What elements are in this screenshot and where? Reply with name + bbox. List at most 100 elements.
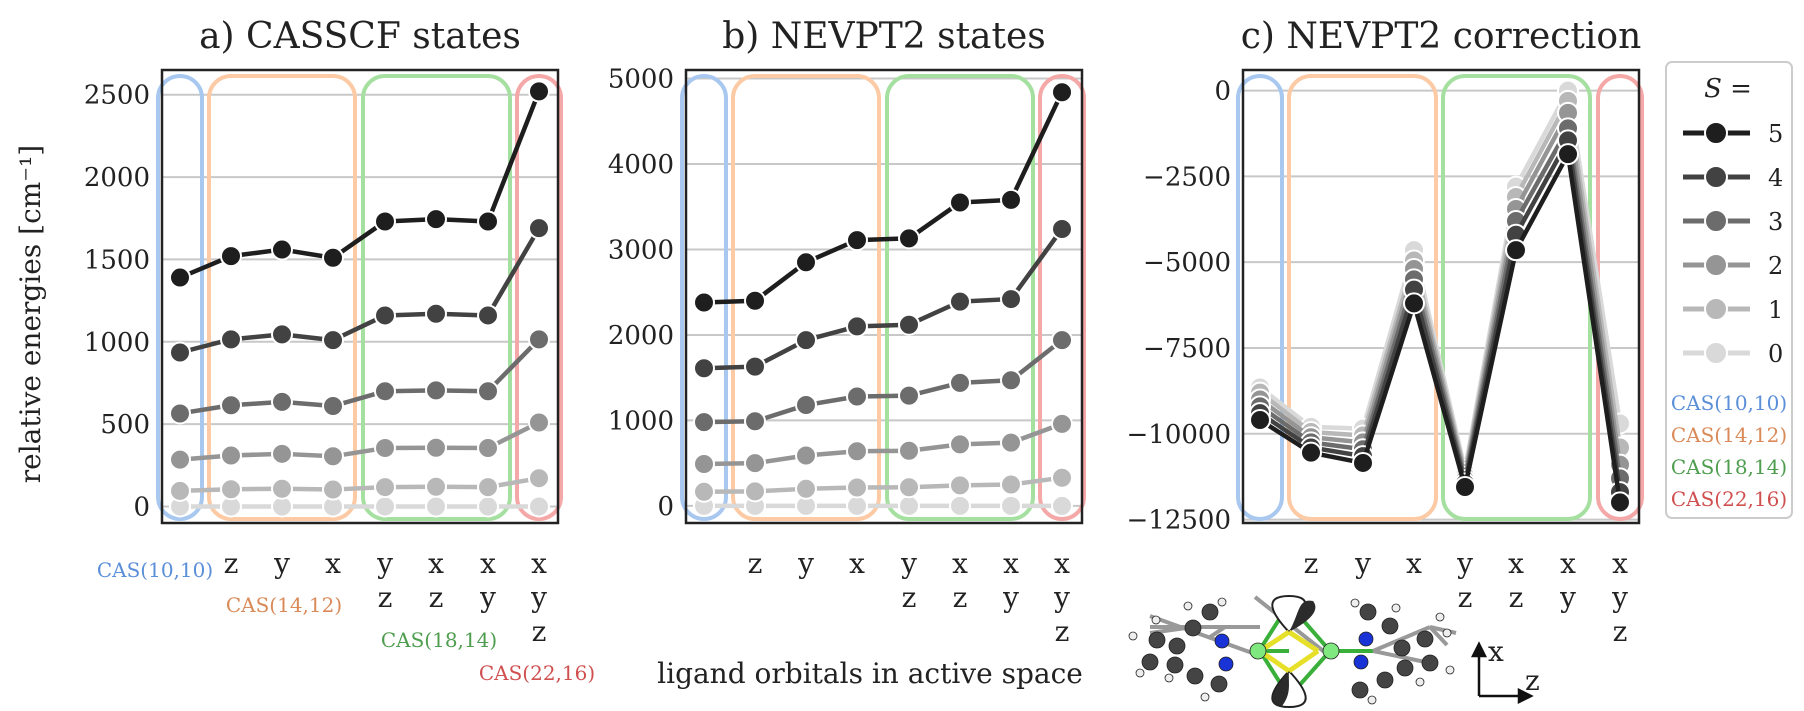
data-point-s3 bbox=[949, 371, 971, 394]
panel-title: c) NEVPT2 correction bbox=[1241, 16, 1642, 57]
y-tick-label: 2000 bbox=[84, 163, 150, 193]
data-point-s2 bbox=[795, 444, 817, 467]
data-point-s3 bbox=[271, 390, 293, 413]
ligand-orbital-label: z bbox=[1509, 581, 1524, 614]
cas-region-1 bbox=[156, 74, 204, 521]
data-point-s5 bbox=[1300, 441, 1322, 464]
data-point-s5 bbox=[477, 210, 499, 233]
data-point-s4 bbox=[528, 217, 550, 240]
data-point-s2 bbox=[744, 452, 766, 475]
data-point-s0 bbox=[898, 494, 920, 517]
data-point-s5 bbox=[1403, 292, 1425, 315]
data-point-s5 bbox=[374, 210, 396, 233]
cas-region-1 bbox=[680, 74, 728, 521]
data-point-s5 bbox=[744, 289, 766, 312]
y-tick-label: 0 bbox=[1214, 77, 1231, 107]
data-point-s3 bbox=[1000, 369, 1022, 392]
ligand-orbital-label: x bbox=[480, 547, 496, 580]
data-point-s4 bbox=[169, 341, 191, 364]
data-point-s3 bbox=[693, 411, 715, 434]
panel-casscf: 0 500 1000 1500 2000 2500 a) CASSCF states bbox=[84, 16, 563, 525]
cas-region-1 bbox=[1236, 74, 1284, 521]
legend-label: 0 bbox=[1768, 340, 1783, 368]
data-point-s1 bbox=[425, 475, 447, 498]
data-point-s1 bbox=[322, 478, 344, 501]
ligand-orbital-label: z bbox=[1458, 581, 1473, 614]
data-point-s5 bbox=[1454, 475, 1476, 498]
data-point-s0 bbox=[1051, 494, 1073, 517]
ligand-orbital-label: y bbox=[1456, 547, 1473, 580]
y-tick-label: −2500 bbox=[1143, 162, 1231, 192]
data-point-s2 bbox=[425, 436, 447, 459]
ligand-orbital-label: y bbox=[1611, 581, 1628, 614]
panel-title: b) NEVPT2 states bbox=[722, 16, 1046, 57]
y-axis-label: relative energies [cm⁻¹] bbox=[14, 145, 47, 483]
data-point-s4 bbox=[374, 304, 396, 327]
data-point-s3 bbox=[425, 379, 447, 402]
panel-nevpt2-correction: 0 −2500 −5000 −7500 −10000 −12500 c) NEVPT2 co… bbox=[1127, 16, 1644, 536]
data-point-s2 bbox=[477, 437, 499, 460]
data-point-s2 bbox=[528, 411, 550, 434]
legend-marker bbox=[1704, 297, 1728, 321]
data-point-s2 bbox=[1000, 431, 1022, 454]
ligand-orbital-label: x bbox=[428, 547, 444, 580]
y-tick-label: −12500 bbox=[1127, 506, 1232, 536]
data-point-s5 bbox=[1051, 81, 1073, 104]
cas-label: CAS(18,14) bbox=[381, 628, 497, 652]
ligand-orbital-label: y bbox=[273, 547, 290, 580]
y-tick-label: 1000 bbox=[84, 328, 150, 358]
ligand-orbital-label: z bbox=[1055, 615, 1070, 648]
ligand-orbital-label: z bbox=[953, 581, 968, 614]
cas-label: CAS(10,10) bbox=[97, 558, 213, 582]
ligand-orbital-label: z bbox=[1613, 615, 1628, 648]
legend-cas-label: CAS(14,12) bbox=[1671, 423, 1787, 447]
data-point-s1 bbox=[220, 478, 242, 501]
legend-title: S = bbox=[1704, 74, 1752, 104]
legend: S = 5 4 3 2 1 0 CAS(10,10) CAS(14,12) CAS(18,14… bbox=[1665, 61, 1793, 519]
data-point-s1 bbox=[898, 476, 920, 499]
ligand-orbital-label: z bbox=[224, 547, 239, 580]
y-tick-label: 0 bbox=[657, 492, 674, 522]
ligand-orbital-label: y bbox=[1354, 547, 1371, 580]
data-point-s1 bbox=[271, 477, 293, 500]
molecule-illustration: x z bbox=[1128, 594, 1540, 709]
molecule-atoms bbox=[1128, 597, 1455, 705]
data-point-s4 bbox=[322, 329, 344, 352]
y-tick-label: 4000 bbox=[608, 150, 674, 180]
data-point-s2 bbox=[220, 444, 242, 467]
legend-label: 3 bbox=[1768, 208, 1783, 236]
ligand-orbital-label: x bbox=[1560, 547, 1576, 580]
y-tick-label: 3000 bbox=[608, 235, 674, 265]
cas-region-4 bbox=[515, 74, 563, 521]
data-point-s4 bbox=[949, 290, 971, 313]
ligand-orbital-label: z bbox=[902, 581, 917, 614]
ligand-orbital-label: y bbox=[797, 547, 814, 580]
data-point-s0 bbox=[425, 495, 447, 518]
legend-marker bbox=[1704, 341, 1728, 365]
data-point-s1 bbox=[374, 476, 396, 499]
ligand-orbital-label: z bbox=[1304, 547, 1319, 580]
data-point-s5 bbox=[322, 246, 344, 269]
data-point-s2 bbox=[898, 439, 920, 462]
legend-marker bbox=[1704, 121, 1728, 145]
data-point-s5 bbox=[220, 245, 242, 268]
data-point-s5 bbox=[1000, 188, 1022, 211]
data-point-s5 bbox=[271, 238, 293, 261]
data-point-s5 bbox=[425, 208, 447, 231]
data-point-s1 bbox=[949, 474, 971, 497]
data-point-s3 bbox=[169, 402, 191, 425]
cas-region-2 bbox=[207, 74, 357, 521]
axes-frame bbox=[684, 68, 1084, 525]
cas-label: CAS(14,12) bbox=[226, 593, 342, 617]
ligand-orbital-label: z bbox=[378, 581, 393, 614]
data-point-s3 bbox=[898, 384, 920, 407]
orbital-lobe-top-dark bbox=[1289, 600, 1316, 632]
legend-marker bbox=[1704, 253, 1728, 277]
data-point-s5 bbox=[1249, 409, 1271, 432]
data-point-s1 bbox=[795, 477, 817, 500]
data-point-s1 bbox=[169, 479, 191, 502]
data-point-s5 bbox=[949, 191, 971, 214]
data-point-s5 bbox=[1505, 239, 1527, 262]
data-point-s4 bbox=[744, 355, 766, 378]
